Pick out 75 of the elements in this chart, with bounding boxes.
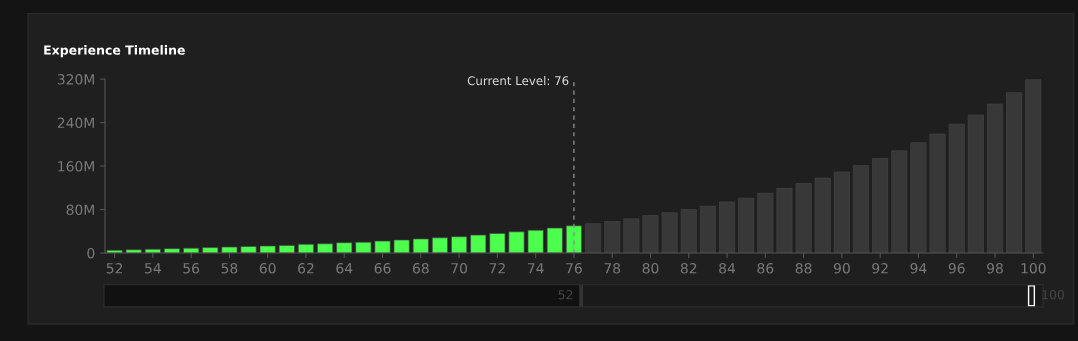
bar — [910, 142, 927, 254]
x-tick-label: 100 — [1021, 262, 1046, 274]
x-tick-label: 56 — [183, 262, 200, 274]
x-tick-label: 68 — [412, 262, 429, 274]
bar — [317, 243, 334, 254]
x-tick-label: 82 — [680, 262, 697, 274]
bar — [527, 229, 544, 254]
bar — [623, 218, 640, 254]
bar — [221, 246, 238, 254]
bar — [642, 215, 659, 254]
bar — [489, 233, 506, 254]
bar — [431, 237, 448, 254]
y-tick-label: 80M — [66, 204, 94, 216]
bar — [183, 247, 200, 254]
bar — [565, 225, 582, 254]
bar — [470, 234, 487, 254]
bar — [680, 209, 697, 254]
bar — [336, 242, 353, 254]
x-tick-label: 52 — [106, 262, 123, 274]
bar — [202, 247, 219, 254]
bar — [355, 241, 372, 254]
bar — [814, 177, 831, 254]
bar — [508, 231, 525, 254]
bar — [776, 188, 793, 254]
x-tick-label: 88 — [795, 262, 812, 274]
bar — [1025, 79, 1042, 254]
x-tick-label: 58 — [221, 262, 238, 274]
bar — [948, 123, 965, 254]
bar — [393, 239, 410, 254]
bar — [374, 240, 391, 254]
x-tick-label: 64 — [336, 262, 353, 274]
bar — [546, 227, 563, 254]
bar — [661, 212, 678, 254]
y-tick-label: 240M — [57, 117, 94, 129]
x-tick-label: 98 — [987, 262, 1003, 274]
x-tick-label: 86 — [757, 262, 774, 274]
bar — [699, 205, 716, 254]
x-tick-label: 72 — [489, 262, 505, 274]
bar — [987, 103, 1004, 254]
bar — [891, 150, 908, 254]
bar — [833, 171, 850, 254]
bar — [719, 201, 736, 254]
x-tick-label: 80 — [642, 262, 659, 274]
x-tick-label: 66 — [374, 262, 391, 274]
x-tick-label: 74 — [527, 263, 544, 274]
x-tick-label: 90 — [833, 262, 850, 274]
x-tick-label: 70 — [451, 262, 467, 274]
x-tick-label: 78 — [604, 262, 621, 274]
x-tick-label: 60 — [259, 262, 276, 274]
bar — [738, 197, 755, 254]
x-tick-label: 94 — [910, 262, 927, 274]
bar — [1006, 92, 1023, 254]
x-tick-label: 54 — [145, 263, 161, 274]
y-tick-label: 160M — [58, 161, 94, 172]
bar — [853, 165, 870, 254]
bar — [259, 245, 276, 254]
bar — [585, 223, 602, 254]
ref-line-label: Current Level: 76 — [467, 76, 569, 86]
x-tick-label: 92 — [872, 262, 888, 274]
bar — [967, 114, 984, 254]
bar — [872, 158, 889, 254]
x-tick-label: 76 — [566, 262, 582, 274]
bar — [240, 246, 257, 254]
y-tick-label: 0 — [87, 247, 95, 259]
chart-title: Experience Timeline — [44, 45, 185, 58]
bar — [412, 238, 429, 254]
bar — [604, 221, 621, 254]
bar — [757, 192, 774, 254]
x-tick-label: 84 — [719, 262, 736, 274]
x-tick-label: 62 — [298, 262, 314, 274]
bar — [929, 133, 946, 254]
bar — [795, 183, 812, 254]
bar — [451, 236, 468, 254]
x-tick-label: 96 — [948, 262, 965, 274]
y-tick-label: 320M — [57, 74, 94, 85]
